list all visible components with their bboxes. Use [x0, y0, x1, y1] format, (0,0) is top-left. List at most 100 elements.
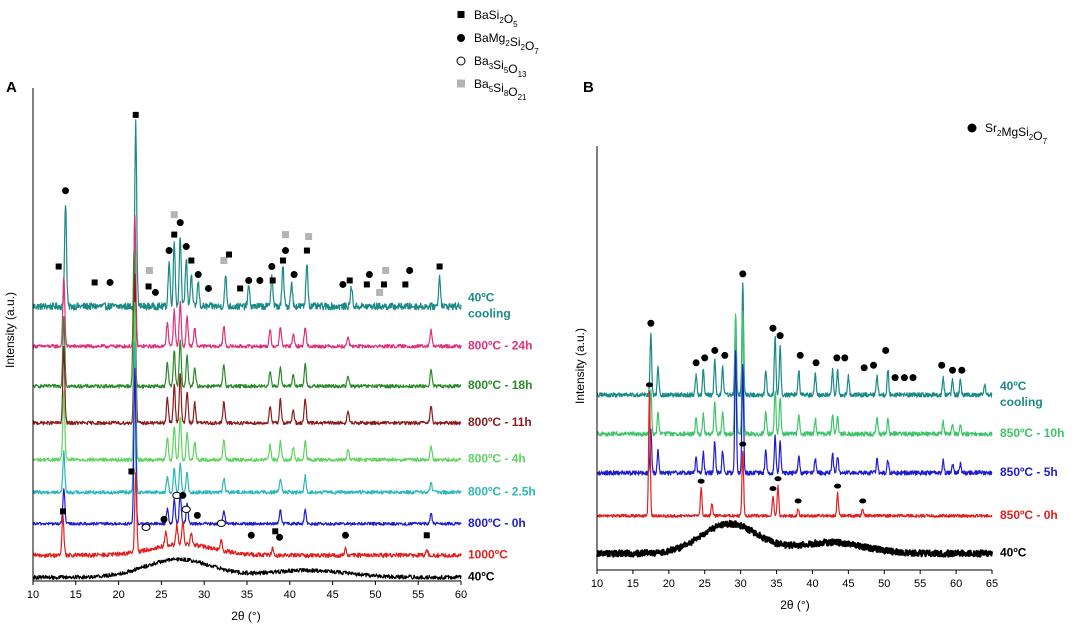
phase-marker-filled-circle — [365, 270, 373, 278]
phase-marker-filled-square — [132, 111, 139, 118]
phase-marker-filled-circle — [268, 263, 276, 270]
x-tick-label: 20 — [112, 589, 124, 601]
phase-marker-filled-square — [363, 281, 370, 288]
legend-label: Ba5Si8O21 — [474, 77, 527, 102]
legend-marker-gray-square — [457, 79, 465, 88]
x-tick-label: 50 — [369, 589, 381, 601]
x-tick-label: 40 — [806, 578, 818, 590]
phase-marker-filled-square — [380, 281, 387, 288]
phase-marker-filled-square — [269, 277, 276, 284]
series-line-40-c-cooling — [596, 282, 993, 398]
series-label: 800ºC - 11h — [468, 415, 532, 429]
phase-marker-gray-square — [220, 257, 228, 265]
series-line-40-c — [32, 557, 462, 580]
legend-label: BaSi2O5 — [474, 8, 518, 29]
x-tick-label: 45 — [326, 589, 338, 601]
series-label: 40ºC cooling — [468, 290, 511, 320]
series-line-800-c-11h — [32, 273, 462, 426]
phase-marker-filled-circle — [341, 531, 349, 539]
series-label: 800ºC - 0h — [468, 516, 526, 530]
series-label: 850ºC - 5h — [1000, 465, 1058, 479]
panel-letter-b: B — [583, 79, 594, 96]
x-tick-label: 10 — [591, 578, 603, 590]
x-tick-label: 50 — [878, 578, 890, 590]
panel-b-y-axis-label: Intensity (a.u.) — [573, 328, 587, 404]
phase-marker-filled-circle — [909, 374, 917, 382]
phase-marker-filled-circle — [958, 366, 966, 374]
phase-marker-filled-circle — [290, 270, 298, 278]
x-tick-label: 15 — [627, 578, 639, 590]
series-line-800-c-18h — [32, 250, 462, 389]
phase-marker-gray-square — [170, 211, 178, 219]
phase-marker-filled-circle — [194, 270, 202, 278]
panel-b-curves — [595, 282, 994, 558]
legend-label: Sr2MgSi2O7 — [985, 121, 1048, 146]
x-tick-label: 25 — [699, 578, 711, 590]
phase-marker-filled-square — [188, 257, 195, 264]
phase-marker-small-oval — [697, 478, 705, 484]
legend-marker-open-circle — [456, 56, 466, 66]
phase-marker-filled-circle — [276, 533, 284, 541]
phase-marker-filled-circle — [151, 288, 159, 296]
series-label: 800ºC - 18h — [468, 378, 532, 392]
panel-b-series-labels: 40ºC cooling 850ºC - 10h 850ºC - 5h 850ºC - … — [1000, 379, 1064, 560]
panel-a-markers — [55, 111, 443, 541]
x-tick-label: 20 — [663, 578, 675, 590]
phase-marker-filled-circle — [701, 354, 709, 362]
phase-marker-filled-circle — [692, 359, 700, 367]
series-label: 800ºC - 24h — [468, 338, 532, 352]
panel-a-x-axis-label: 2θ (°) — [231, 609, 260, 623]
x-tick-label: 15 — [70, 589, 82, 601]
x-tick-label: 30 — [735, 578, 747, 590]
phase-marker-filled-square — [303, 247, 310, 254]
panel-b: B 10 15 20 25 30 35 40 45 50 55 60 65 2θ (°) Intens… — [573, 79, 1064, 612]
phase-marker-filled-circle — [949, 366, 956, 374]
phase-marker-filled-square — [423, 532, 430, 539]
series-label: 850ºC - 10h — [1000, 426, 1064, 440]
series-line-850-c-10h — [596, 310, 993, 437]
phase-marker-filled-circle — [721, 351, 729, 359]
phase-marker-gray-square — [382, 266, 390, 274]
x-tick-label: 40 — [284, 589, 296, 601]
phase-marker-filled-circle — [406, 266, 414, 274]
panel-a-curves — [32, 119, 462, 580]
x-tick-label: 25 — [155, 589, 167, 601]
series-line-800-c-2-5h — [32, 341, 462, 495]
phase-marker-small-oval — [859, 498, 867, 504]
phase-marker-filled-square — [171, 231, 178, 238]
phase-marker-filled-circle — [833, 354, 841, 362]
panel-a-y-axis-label: Intensity (a.u.) — [3, 292, 17, 368]
x-tick-label: 55 — [412, 589, 424, 601]
panel-b-markers — [645, 270, 966, 504]
x-tick-label: 35 — [770, 578, 782, 590]
phase-marker-filled-square — [55, 263, 62, 270]
series-label: 800ºC - 2.5h — [468, 484, 536, 498]
phase-marker-filled-square — [59, 508, 66, 515]
phase-marker-filled-circle — [812, 359, 820, 367]
phase-marker-filled-circle — [62, 187, 70, 195]
series-line-800-c-24h — [32, 215, 462, 349]
phase-marker-gray-square — [145, 266, 153, 274]
phase-marker-filled-circle — [204, 284, 212, 292]
x-tick-label: 60 — [455, 589, 467, 601]
series-line-40-c-cooling — [32, 119, 462, 311]
phase-marker-filled-circle — [860, 364, 868, 372]
phase-marker-small-oval — [645, 382, 653, 388]
series-label: 40ºC — [468, 569, 495, 583]
legend-label: BaMg2Si2O7 — [474, 31, 539, 56]
phase-marker-filled-circle — [739, 270, 747, 278]
phase-marker-gray-square — [376, 288, 384, 296]
series-label: 800ºC - 4h — [468, 452, 526, 466]
series-line-40-c — [595, 519, 994, 558]
phase-marker-filled-square — [346, 277, 353, 284]
x-tick-label: 60 — [950, 578, 962, 590]
phase-marker-filled-square — [272, 528, 279, 535]
series-label: 850ºC - 0h — [1000, 508, 1058, 522]
panel-a-series-labels: 40ºC cooling 800ºC - 24h 800ºC - 18h 800ºC -… — [468, 290, 536, 583]
phase-marker-filled-circle — [841, 354, 849, 362]
phase-marker-filled-circle — [711, 346, 719, 354]
series-label: 40ºC — [1000, 546, 1027, 560]
legend-marker-filled-circle — [457, 34, 465, 42]
phase-marker-filled-circle — [160, 515, 168, 523]
